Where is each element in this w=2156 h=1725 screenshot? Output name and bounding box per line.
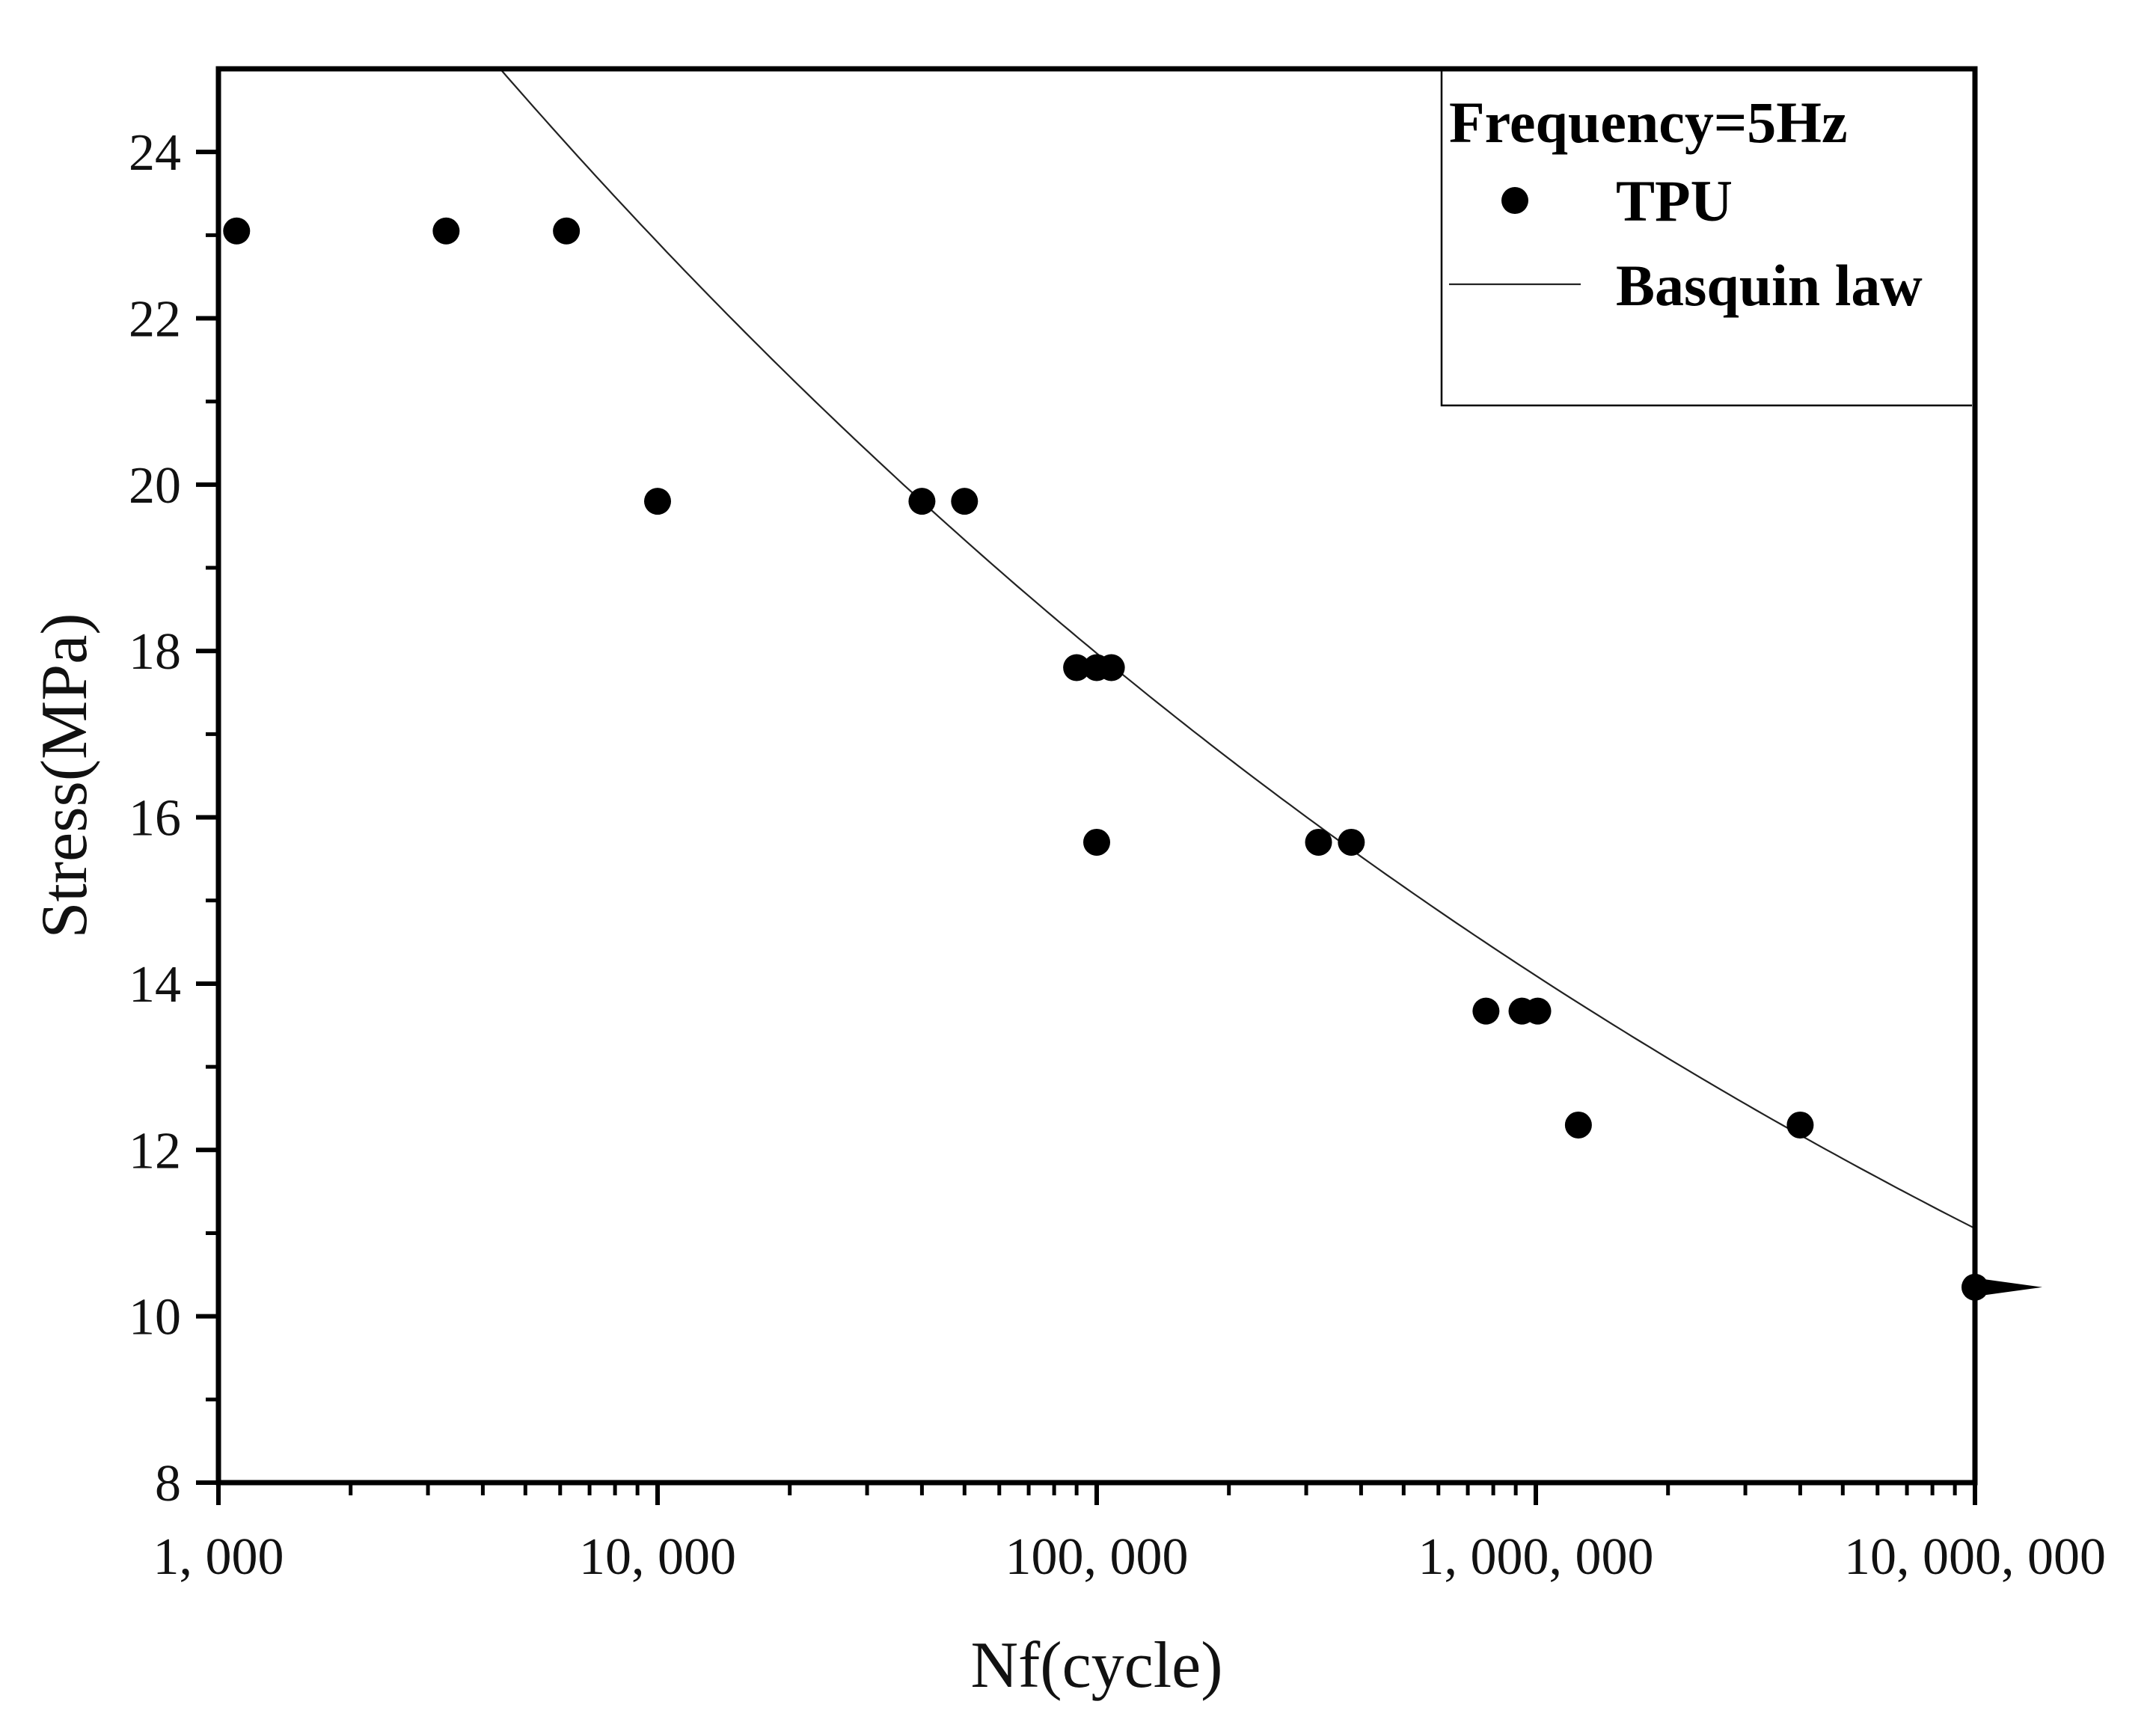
fit-curve-group — [499, 69, 1975, 1230]
data-point — [223, 217, 251, 245]
y-axis-title: Stress(MPa) — [28, 613, 101, 938]
data-points — [223, 217, 1988, 1301]
data-point — [644, 488, 671, 515]
data-point — [432, 217, 460, 245]
x-tick-label: 10, 000 — [579, 1528, 736, 1586]
legend: Frequency=5Hz TPU Basquin law — [1440, 69, 1972, 407]
data-point — [1472, 997, 1500, 1025]
data-point — [951, 488, 979, 515]
y-tick-label: 10 — [129, 1289, 181, 1346]
legend-label-basquin: Basquin law — [1616, 253, 1923, 318]
runout-arrow — [1982, 1278, 2042, 1296]
x-axis-title: Nf(cycle) — [970, 1629, 1222, 1702]
data-point — [1083, 828, 1110, 856]
data-point — [908, 488, 936, 515]
data-point — [1097, 654, 1125, 681]
y-tick-label: 24 — [129, 124, 181, 182]
y-tick-label: 8 — [155, 1455, 181, 1513]
y-tick-label: 14 — [129, 956, 181, 1014]
data-point — [1338, 828, 1365, 856]
data-point — [1786, 1111, 1814, 1139]
y-tick-label: 22 — [129, 291, 181, 349]
legend-box — [1440, 69, 1972, 407]
x-tick-label: 1, 000, 000 — [1418, 1528, 1654, 1586]
x-tick-label: 1, 000 — [153, 1528, 284, 1586]
y-tick-label: 16 — [129, 790, 181, 848]
data-point — [1063, 654, 1091, 681]
x-tick-label: 100, 000 — [1005, 1528, 1189, 1586]
x-tick-label: 10, 000, 000 — [1844, 1528, 2106, 1586]
data-point — [1524, 997, 1552, 1025]
basquin-fit-curve — [499, 69, 1975, 1230]
data-point — [1305, 828, 1332, 856]
legend-title: Frequency=5Hz — [1449, 90, 1848, 155]
legend-marker-tpu — [1501, 187, 1528, 214]
data-point — [553, 217, 581, 245]
y-tick-label: 20 — [129, 457, 181, 515]
y-tick-label: 12 — [129, 1122, 181, 1180]
tick-labels: 1, 000 10, 000 100, 000 1, 000, 000 10, 000,… — [129, 124, 2106, 1586]
plot-frame — [215, 66, 1978, 1486]
data-point — [1564, 1111, 1592, 1139]
legend-label-tpu: TPU — [1616, 168, 1733, 233]
y-tick-label: 18 — [129, 623, 181, 681]
